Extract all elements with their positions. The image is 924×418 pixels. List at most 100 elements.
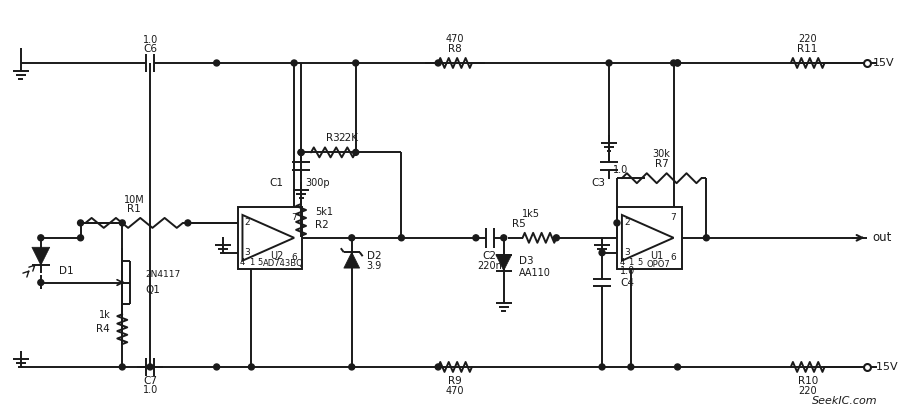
- Text: U1: U1: [650, 251, 663, 261]
- Circle shape: [675, 60, 681, 66]
- Bar: [617, 207, 682, 269]
- Text: 5: 5: [638, 258, 642, 267]
- Circle shape: [398, 235, 405, 241]
- Circle shape: [119, 220, 126, 226]
- Circle shape: [298, 149, 304, 155]
- Polygon shape: [344, 252, 359, 268]
- Circle shape: [249, 364, 254, 370]
- Text: R11: R11: [797, 44, 818, 54]
- Circle shape: [675, 364, 681, 370]
- Text: R2: R2: [315, 220, 329, 230]
- Circle shape: [599, 364, 605, 370]
- Text: 300p: 300p: [305, 178, 330, 188]
- Text: 1k: 1k: [99, 310, 110, 320]
- Text: 4: 4: [240, 258, 245, 267]
- Text: 470: 470: [445, 34, 464, 44]
- Circle shape: [353, 149, 359, 155]
- Circle shape: [78, 235, 83, 241]
- Text: 7: 7: [291, 214, 297, 222]
- Text: 2N4117: 2N4117: [145, 270, 180, 279]
- Text: 6: 6: [291, 253, 297, 262]
- Text: 1: 1: [249, 258, 254, 267]
- Circle shape: [353, 60, 359, 66]
- Circle shape: [501, 235, 506, 241]
- Text: 220n: 220n: [478, 260, 503, 270]
- Text: D1: D1: [59, 266, 73, 276]
- Circle shape: [213, 60, 220, 66]
- Text: R5: R5: [512, 219, 526, 229]
- Text: R10: R10: [797, 376, 818, 386]
- Circle shape: [614, 220, 620, 226]
- Circle shape: [671, 60, 676, 66]
- Circle shape: [78, 220, 83, 226]
- Circle shape: [38, 280, 43, 285]
- Text: 1k5: 1k5: [522, 209, 540, 219]
- Circle shape: [473, 235, 479, 241]
- Text: out: out: [872, 231, 892, 244]
- Text: 5: 5: [258, 258, 263, 267]
- Text: -15V: -15V: [872, 362, 898, 372]
- Text: 1.0: 1.0: [142, 35, 158, 45]
- Circle shape: [435, 364, 441, 370]
- Circle shape: [348, 364, 355, 370]
- Circle shape: [435, 60, 441, 66]
- Text: 10M: 10M: [124, 195, 144, 205]
- Text: 1.0: 1.0: [613, 165, 628, 175]
- Polygon shape: [496, 255, 512, 270]
- Circle shape: [291, 60, 298, 66]
- Text: R8: R8: [448, 44, 462, 54]
- Text: 30k: 30k: [652, 149, 671, 159]
- Circle shape: [298, 149, 304, 155]
- Text: R7: R7: [655, 159, 669, 169]
- Circle shape: [599, 250, 605, 256]
- Text: SeekIC.com: SeekIC.com: [811, 396, 877, 406]
- Circle shape: [628, 364, 634, 370]
- Text: 3: 3: [624, 248, 630, 257]
- Circle shape: [675, 60, 681, 66]
- Circle shape: [553, 235, 559, 241]
- Text: 220: 220: [798, 34, 817, 44]
- Text: C2: C2: [483, 251, 497, 261]
- Text: 220: 220: [798, 386, 817, 396]
- Circle shape: [38, 235, 43, 241]
- Text: R3: R3: [326, 133, 340, 143]
- Circle shape: [147, 364, 153, 370]
- Circle shape: [348, 235, 355, 241]
- Text: R1: R1: [128, 204, 141, 214]
- Text: 22K: 22K: [338, 133, 359, 143]
- Text: 3.9: 3.9: [367, 261, 382, 271]
- Text: 15V: 15V: [872, 58, 894, 68]
- Text: C7: C7: [143, 376, 157, 386]
- Text: 7: 7: [671, 214, 676, 222]
- Text: 6: 6: [671, 253, 676, 262]
- Circle shape: [703, 235, 710, 241]
- Circle shape: [119, 364, 126, 370]
- Text: 4: 4: [619, 258, 625, 267]
- Polygon shape: [31, 247, 50, 265]
- Text: 2: 2: [624, 219, 630, 227]
- Text: 1.0: 1.0: [142, 385, 158, 395]
- Circle shape: [213, 364, 220, 370]
- Text: 470: 470: [445, 386, 464, 396]
- Text: 5k1: 5k1: [315, 207, 333, 217]
- Text: C6: C6: [143, 44, 157, 54]
- Text: D3: D3: [518, 256, 533, 266]
- Text: R9: R9: [448, 376, 462, 386]
- Text: AA110: AA110: [518, 268, 551, 278]
- Text: AD743BQ: AD743BQ: [262, 259, 304, 268]
- Text: 1: 1: [628, 258, 634, 267]
- Text: D2: D2: [367, 251, 382, 261]
- Text: 3: 3: [245, 248, 250, 257]
- Circle shape: [606, 60, 612, 66]
- Text: 2: 2: [245, 219, 250, 227]
- Text: C1: C1: [269, 178, 283, 188]
- Text: Q1: Q1: [145, 285, 160, 296]
- Text: C4: C4: [620, 278, 634, 288]
- Bar: [237, 207, 302, 269]
- Text: 1.0: 1.0: [620, 265, 635, 275]
- Circle shape: [185, 220, 191, 226]
- Text: U2: U2: [271, 251, 284, 261]
- Text: C3: C3: [591, 178, 605, 188]
- Text: R4: R4: [95, 324, 109, 334]
- Text: OPO7: OPO7: [647, 260, 671, 269]
